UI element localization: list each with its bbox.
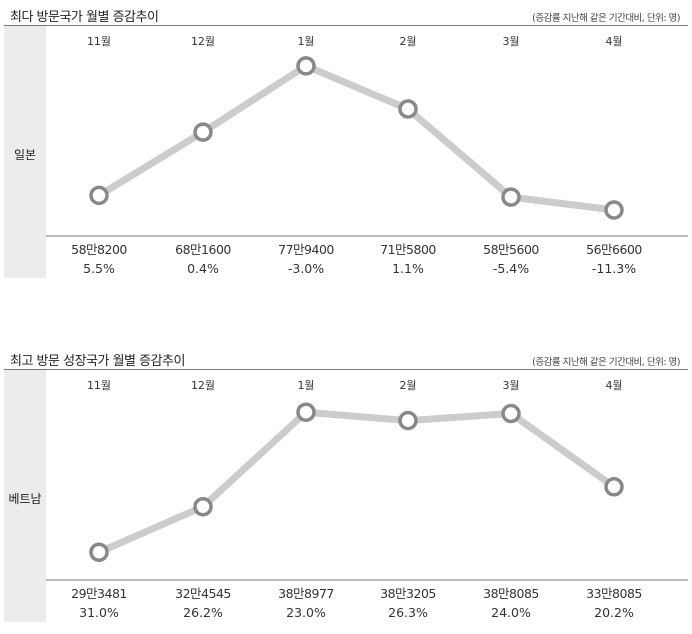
data-point [398,410,418,431]
chart-panel-vietnam: 최고 방문 성장국가 월별 증감추이 (증감률 지난해 같은 기간대비, 단위:… [0,344,692,634]
data-point [604,477,624,497]
data-point [604,200,624,220]
value-label: 38만8977 [278,586,334,601]
top-rule [4,25,688,26]
country-label: 일본 [13,148,37,162]
line-chart-vietnam: 11월 12월 1월 2월 3월 4월 29만3481 32만4545 38만8977 38만32… [46,379,688,620]
chart-note: (증감률 지난해 같은 기간대비, 단위: 명) [532,357,680,368]
value-label: 56만6600 [586,242,642,257]
data-point [501,403,521,424]
value-label: 58만8200 [71,242,127,257]
change-label: 0.4% [187,261,219,276]
change-label: -3.0% [288,261,324,276]
country-label: 베트남 [8,492,42,506]
month-label: 12월 [191,379,215,392]
month-label: 12월 [191,35,215,48]
month-label: 2월 [399,35,416,48]
chart-panel-japan: 최다 방문국가 월별 증감추이 (증감률 지난해 같은 기간대비, 단위: 명)… [0,0,692,290]
month-label: 11월 [87,35,111,48]
series-line [95,62,618,214]
change-label: 5.5% [83,261,115,276]
change-label: 24.0% [491,605,531,620]
line-chart-japan: 11월 12월 1월 2월 3월 4월 58만8200 68만1600 77만9400 71만58… [46,35,688,276]
change-label: -11.3% [592,261,636,276]
country-sidebar: 베트남 [4,370,46,622]
change-label: 26.2% [183,605,223,620]
change-label: 26.3% [388,605,428,620]
value-label: 32만4545 [175,586,231,601]
top-rule [4,369,688,370]
chart-title: 최다 방문국가 월별 증감추이 [10,10,159,25]
change-label: 1.1% [392,261,424,276]
data-point [296,56,316,76]
data-point [193,122,213,142]
data-point [501,187,521,207]
value-label: 38만8085 [483,586,539,601]
value-label: 38만3205 [380,586,436,601]
country-sidebar: 일본 [4,26,46,278]
change-label: 20.2% [594,605,634,620]
data-point [89,185,109,206]
value-label: 71만5800 [380,242,436,257]
month-label: 4월 [605,35,622,48]
change-label: -5.4% [493,261,529,276]
month-label: 1월 [297,35,314,48]
month-label: 4월 [605,379,622,392]
change-label: 23.0% [286,605,326,620]
data-point [89,542,109,562]
data-point [296,402,316,422]
value-label: 29만3481 [71,586,127,601]
value-label: 68만1600 [175,242,231,257]
month-label: 3월 [502,35,519,48]
chart-title: 최고 방문 성장국가 월별 증감추이 [10,354,185,369]
series-line [95,408,618,556]
change-label: 31.0% [79,605,119,620]
month-label: 3월 [502,379,519,392]
value-label: 33만8085 [586,586,642,601]
value-label: 58만5600 [483,242,539,257]
data-point [398,99,418,119]
month-label: 2월 [399,379,416,392]
data-point [193,496,213,517]
month-label: 11월 [87,379,111,392]
value-label: 77만9400 [278,242,334,257]
chart-note: (증감률 지난해 같은 기간대비, 단위: 명) [532,13,680,24]
month-label: 1월 [297,379,314,392]
